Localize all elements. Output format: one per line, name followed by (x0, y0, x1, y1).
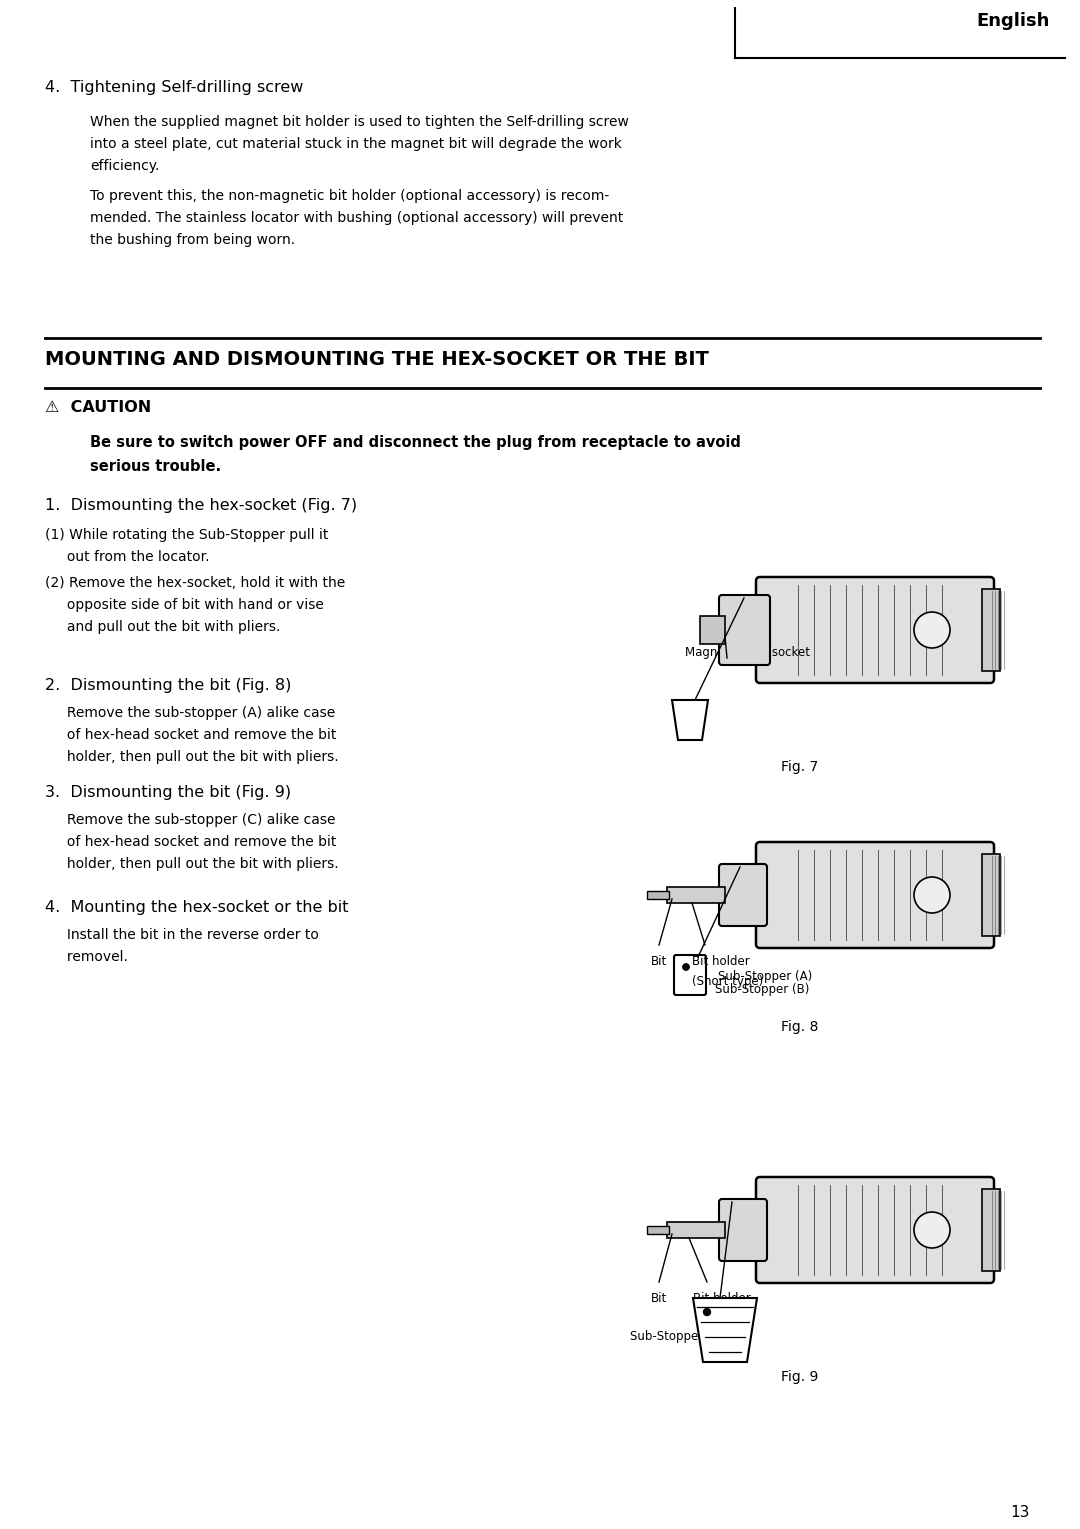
FancyBboxPatch shape (756, 1177, 994, 1283)
Text: Fig. 8: Fig. 8 (781, 1020, 819, 1034)
Text: Bit: Bit (651, 956, 667, 968)
Circle shape (914, 878, 950, 913)
Text: When the supplied magnet bit holder is used to tighten the Self-drilling screw: When the supplied magnet bit holder is u… (90, 115, 629, 128)
Text: and pull out the bit with pliers.: and pull out the bit with pliers. (45, 619, 281, 635)
FancyBboxPatch shape (719, 864, 767, 927)
Text: serious trouble.: serious trouble. (90, 459, 221, 474)
Text: 4.  Tightening Self-drilling screw: 4. Tightening Self-drilling screw (45, 80, 303, 95)
Text: 13: 13 (1010, 1505, 1029, 1520)
Text: Magnetic hex. socket: Magnetic hex. socket (685, 645, 810, 659)
Text: (2) Remove the hex-socket, hold it with the: (2) Remove the hex-socket, hold it with … (45, 576, 346, 590)
Text: Install the bit in the reverse order to: Install the bit in the reverse order to (45, 928, 319, 942)
Text: Fig. 7: Fig. 7 (781, 760, 819, 774)
Text: ⚠  CAUTION: ⚠ CAUTION (45, 401, 151, 414)
Text: To prevent this, the non-magnetic bit holder (optional accessory) is recom-: To prevent this, the non-magnetic bit ho… (90, 190, 609, 203)
Text: (1) While rotating the Sub-Stopper pull it: (1) While rotating the Sub-Stopper pull … (45, 528, 328, 541)
Text: efficiency.: efficiency. (90, 159, 160, 173)
FancyBboxPatch shape (719, 595, 770, 665)
Text: mended. The stainless locator with bushing (optional accessory) will prevent: mended. The stainless locator with bushi… (90, 211, 623, 225)
Text: Sub-Stopper (B): Sub-Stopper (B) (715, 983, 809, 995)
FancyBboxPatch shape (756, 576, 994, 683)
Text: of hex-head socket and remove the bit: of hex-head socket and remove the bit (45, 835, 336, 849)
Text: (Short type): (Short type) (692, 976, 764, 988)
Text: 3.  Dismounting the bit (Fig. 9): 3. Dismounting the bit (Fig. 9) (45, 784, 292, 800)
Bar (667, 1222, 725, 1238)
FancyBboxPatch shape (719, 1199, 767, 1261)
Text: 4.  Mounting the hex-socket or the bit: 4. Mounting the hex-socket or the bit (45, 901, 349, 914)
Circle shape (703, 1309, 711, 1315)
Text: 2.  Dismounting the bit (Fig. 8): 2. Dismounting the bit (Fig. 8) (45, 677, 292, 693)
FancyBboxPatch shape (756, 842, 994, 948)
Text: removel.: removel. (45, 950, 127, 963)
Text: Bit holder: Bit holder (692, 956, 750, 968)
Text: Fig. 9: Fig. 9 (781, 1370, 819, 1384)
Text: Be sure to switch power OFF and disconnect the plug from receptacle to avoid: Be sure to switch power OFF and disconne… (90, 434, 741, 450)
Bar (647, 891, 669, 899)
Text: Sub-Stopper (C): Sub-Stopper (C) (630, 1330, 725, 1342)
Text: opposite side of bit with hand or vise: opposite side of bit with hand or vise (45, 598, 324, 612)
Text: Bit: Bit (651, 1292, 667, 1304)
Bar (982, 855, 1000, 936)
Text: holder, then pull out the bit with pliers.: holder, then pull out the bit with plier… (45, 856, 339, 872)
Text: of hex-head socket and remove the bit: of hex-head socket and remove the bit (45, 728, 336, 742)
Polygon shape (693, 1298, 757, 1362)
Text: the bushing from being worn.: the bushing from being worn. (90, 232, 295, 248)
Text: Bit holder: Bit holder (693, 1292, 751, 1304)
Text: English: English (976, 12, 1050, 31)
Text: holder, then pull out the bit with pliers.: holder, then pull out the bit with plier… (45, 751, 339, 764)
Text: Sub-Stopper (A): Sub-Stopper (A) (718, 969, 812, 983)
Circle shape (914, 1212, 950, 1248)
Text: Remove the sub-stopper (C) alike case: Remove the sub-stopper (C) alike case (45, 813, 336, 827)
Text: into a steel plate, cut material stuck in the magnet bit will degrade the work: into a steel plate, cut material stuck i… (90, 138, 622, 151)
Text: Remove the sub-stopper (A) alike case: Remove the sub-stopper (A) alike case (45, 706, 335, 720)
Bar (647, 1226, 669, 1234)
Bar (982, 589, 1000, 671)
Bar (700, 616, 725, 644)
Text: 1.  Dismounting the hex-socket (Fig. 7): 1. Dismounting the hex-socket (Fig. 7) (45, 498, 357, 514)
Bar (667, 887, 725, 904)
Circle shape (914, 612, 950, 648)
Bar (982, 1190, 1000, 1271)
Text: out from the locator.: out from the locator. (45, 550, 210, 564)
Text: MOUNTING AND DISMOUNTING THE HEX-SOCKET OR THE BIT: MOUNTING AND DISMOUNTING THE HEX-SOCKET … (45, 350, 708, 368)
Circle shape (683, 963, 689, 971)
